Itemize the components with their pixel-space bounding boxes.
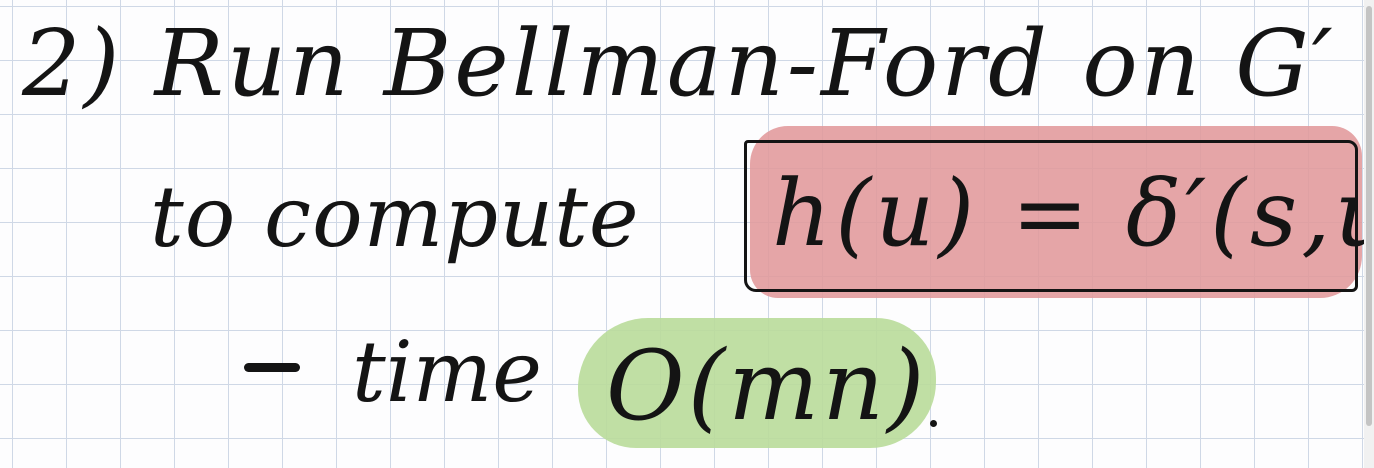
potential-formula: h(u) = δ′(s,u) bbox=[772, 160, 1374, 267]
red-highlight bbox=[750, 126, 1362, 298]
green-highlight bbox=[578, 318, 936, 448]
scrollbar-thumb[interactable] bbox=[1366, 6, 1372, 426]
bullet-dash bbox=[244, 363, 300, 372]
time-label: time bbox=[352, 323, 542, 421]
vertical-scrollbar[interactable] bbox=[1364, 0, 1374, 468]
ink-dot bbox=[930, 420, 937, 427]
step-heading: 2) Run Bellman-Ford on G′ bbox=[22, 10, 1336, 117]
time-complexity: O(mn) bbox=[606, 330, 928, 442]
compute-lead-text: to compute bbox=[150, 168, 640, 266]
formula-box bbox=[744, 140, 1358, 292]
